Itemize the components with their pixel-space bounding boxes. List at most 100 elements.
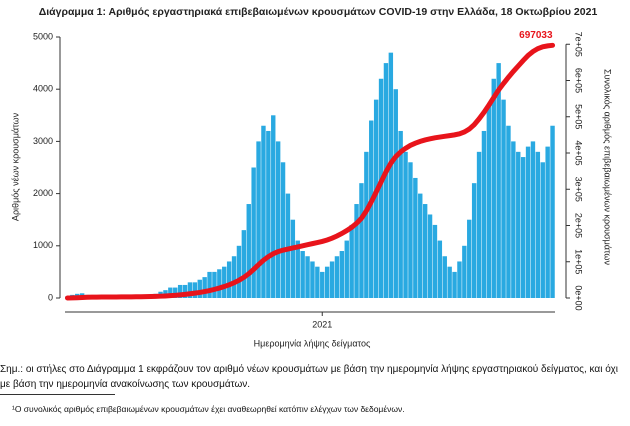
bar xyxy=(393,89,398,298)
bar xyxy=(364,151,369,298)
bar xyxy=(388,52,394,298)
bar xyxy=(432,224,438,298)
bar xyxy=(226,261,232,298)
bar xyxy=(506,125,511,299)
bar xyxy=(202,277,207,298)
bar xyxy=(217,269,222,298)
x-tick-label: 2021 xyxy=(312,319,332,329)
bar xyxy=(422,204,428,298)
bar xyxy=(305,256,310,298)
bar xyxy=(398,130,403,298)
bar xyxy=(354,204,359,298)
y2-tick-label: 2e+05 xyxy=(574,213,584,238)
bar xyxy=(339,251,345,298)
bar xyxy=(182,284,188,298)
line xyxy=(64,42,556,301)
y2-tick-label: 4e+05 xyxy=(574,140,584,165)
bar xyxy=(540,162,545,298)
bar xyxy=(471,183,477,298)
bar xyxy=(344,240,349,298)
y2-tick-label: 5e+05 xyxy=(574,104,584,129)
bar xyxy=(486,104,492,298)
bar xyxy=(442,256,447,298)
x-axis-label: Ημερομηνία λήψης δείγματος xyxy=(254,338,371,348)
bar xyxy=(369,120,374,299)
bar xyxy=(403,151,408,298)
y2-tick-label: 0e+00 xyxy=(574,285,584,310)
bar xyxy=(192,282,198,298)
bar xyxy=(359,183,364,298)
y-tick-label: 2000 xyxy=(33,188,53,198)
bar xyxy=(177,284,183,298)
bar xyxy=(550,125,555,299)
bar xyxy=(447,266,452,298)
bar xyxy=(545,146,550,298)
bar xyxy=(413,177,418,298)
bar xyxy=(236,245,242,298)
bar xyxy=(418,193,423,298)
bar xyxy=(525,146,531,298)
bar xyxy=(520,157,526,298)
bar xyxy=(320,271,325,298)
bar xyxy=(467,219,472,298)
bar xyxy=(187,282,193,298)
bar xyxy=(383,63,389,298)
bar xyxy=(476,151,482,298)
note: Σημ.: οι στήλες στο Διάγραμμα 1 εκφράζου… xyxy=(0,364,618,390)
bar xyxy=(378,78,384,298)
bar xyxy=(173,287,178,298)
bar xyxy=(329,261,335,298)
bar xyxy=(408,162,413,298)
bar xyxy=(280,162,286,298)
y2-tick-label: 7e+05 xyxy=(574,32,584,57)
y2-tick-label: 1e+05 xyxy=(574,249,584,274)
bar xyxy=(310,261,315,298)
bar xyxy=(271,115,276,298)
bar xyxy=(315,266,320,298)
bar xyxy=(496,63,501,298)
bar xyxy=(516,151,521,298)
bar xyxy=(251,167,256,298)
bar xyxy=(256,141,261,298)
bar xyxy=(207,271,212,298)
y-axis-label: Αριθμός νέων κρουσμάτων xyxy=(10,112,20,221)
bar xyxy=(197,279,202,298)
chart-title: Διάγραμμα 1: Αριθμός εργαστηριακά επιβεβ… xyxy=(39,6,598,18)
bar xyxy=(535,151,541,298)
bar xyxy=(168,287,173,298)
bar xyxy=(266,130,271,298)
bar xyxy=(427,214,433,298)
bar xyxy=(290,219,296,298)
bar xyxy=(212,271,217,298)
bar xyxy=(491,78,496,298)
bar xyxy=(334,256,340,298)
y2-tick-label: 6e+05 xyxy=(574,68,584,93)
separator xyxy=(0,394,115,395)
bar xyxy=(437,240,443,298)
bar xyxy=(295,240,300,298)
bar xyxy=(530,141,536,298)
bar xyxy=(285,193,291,298)
bar xyxy=(462,245,467,298)
y-tick-label: 3000 xyxy=(33,136,53,146)
y-tick-label: 1000 xyxy=(33,240,53,250)
bar xyxy=(481,130,487,298)
bar xyxy=(349,224,354,298)
y2-tick-label: 3e+05 xyxy=(574,177,584,202)
bar xyxy=(241,230,247,298)
bar xyxy=(261,125,266,299)
bar xyxy=(511,141,516,298)
y2-axis-label: Συνολικός αριθμός επιβεβαιωμένων κρουσμά… xyxy=(603,69,613,265)
bar xyxy=(246,204,251,298)
y-tick-label: 5000 xyxy=(33,31,53,41)
y-tick-label: 0 xyxy=(48,292,53,302)
y-tick-label: 4000 xyxy=(33,84,53,94)
bar xyxy=(324,266,330,298)
bar xyxy=(275,141,281,298)
bar xyxy=(300,251,305,298)
bar xyxy=(452,271,457,298)
annotation: 697033 xyxy=(519,30,553,41)
bar xyxy=(457,261,462,298)
bar xyxy=(373,99,379,298)
